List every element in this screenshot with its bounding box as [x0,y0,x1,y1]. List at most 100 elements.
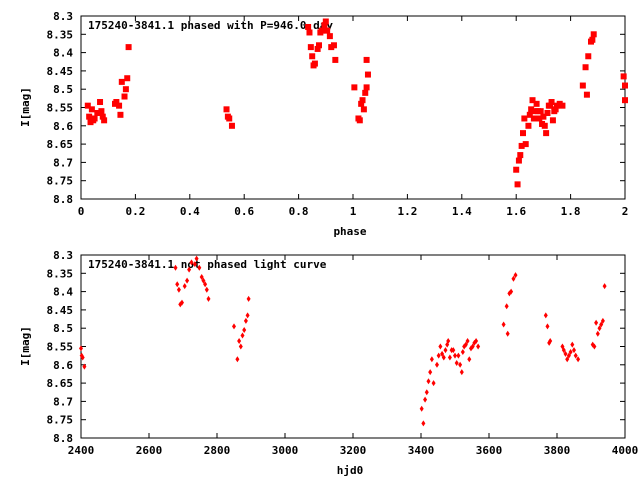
phased-data-point [522,141,529,148]
raw-y-tick-label: 8.4 [53,286,73,299]
raw-data-point [599,321,604,328]
phased-y-tick-label: 8.8 [53,193,73,206]
raw-data-point [179,299,184,306]
phased-panel-title: 175240-3841.1 phased with P=946.0 day [88,19,333,32]
phased-data-point [544,109,551,116]
raw-data-point [576,356,581,363]
raw-data-point [458,361,463,368]
raw-data-point [572,347,576,354]
raw-data-point [199,273,204,280]
raw-y-tick-label: 8.55 [47,341,74,354]
raw-y-tick-label: 8.7 [53,395,73,408]
phased-data-point [525,122,532,129]
raw-data-point [197,264,202,271]
phased-data-point [359,97,366,104]
phased-y-tick-label: 8.45 [47,65,74,78]
phased-data-point [533,100,540,107]
raw-data-point [204,286,209,293]
raw-data-point [419,405,424,412]
raw-data-point [80,354,85,361]
raw-y-tick-label: 8.8 [53,432,73,445]
phased-data-point [362,89,369,96]
phased-data-point [582,64,589,71]
phased-data-point [549,117,556,124]
raw-data-point [440,350,445,357]
raw-data-point [235,356,240,363]
phased-data-point [529,97,536,104]
raw-data-point [426,378,431,385]
raw-data-point [434,361,439,368]
phased-data-point [124,75,131,82]
phased-data-point [314,45,321,52]
phased-data-point [552,106,559,113]
phased-data-point [547,102,554,109]
raw-data-point [513,272,518,279]
phased-y-tick-label: 8.7 [53,156,73,169]
phased-data-point [306,29,313,36]
phased-x-tick-label: 1.2 [397,205,417,218]
phased-data-point [526,111,533,118]
raw-data-point [441,354,446,361]
raw-data-point [565,356,570,363]
raw-data-point [463,341,468,348]
raw-x-tick-label: 3600 [476,444,503,457]
raw-x-tick-label: 2400 [68,444,95,457]
raw-data-point [573,352,578,359]
raw-y-tick-label: 8.45 [47,304,74,317]
raw-points [79,255,607,427]
phased-data-point [356,117,363,124]
phased-data-point [363,84,370,91]
raw-data-point [543,312,548,319]
phased-data-point [125,44,132,51]
raw-x-tick-label: 3000 [272,444,299,457]
raw-x-tick-label: 2600 [136,444,163,457]
phased-x-tick-label: 1 [350,205,357,218]
phased-data-point [226,115,233,122]
phased-data-point [101,117,108,124]
raw-panel: 175240-3841.1 not phased light curve hjd… [19,249,638,477]
raw-data-point [428,369,433,376]
phased-data-point [540,113,547,120]
raw-data-point [592,343,597,350]
raw-data-point [192,261,197,268]
raw-x-tick-label: 3200 [340,444,367,457]
phased-data-point [517,152,524,159]
raw-data-point [447,354,452,361]
raw-data-point [176,286,181,293]
phased-data-point [99,113,106,120]
raw-data-point [459,369,464,376]
phased-data-point [324,27,331,34]
phased-x-tick-label: 0 [78,205,85,218]
raw-x-tick-label: 2800 [204,444,231,457]
phased-data-point [326,33,333,40]
raw-y-tick-label: 8.75 [47,414,74,427]
raw-y-axis-label: I[mag] [19,326,32,366]
phased-data-point [318,27,325,34]
raw-data-point [438,343,443,350]
phased-data-point [536,115,543,122]
raw-data-point [431,380,436,387]
phased-data-point [513,166,520,173]
phased-data-point [364,71,371,78]
phased-data-point [622,97,628,104]
phased-data-point [541,122,548,129]
raw-panel-title: 175240-3841.1 not phased light curve [88,258,327,271]
phased-data-point [91,115,98,122]
phased-x-tick-label: 1.8 [561,205,581,218]
phased-data-point [360,106,367,113]
raw-data-point [563,350,568,357]
phased-data-point [113,99,120,106]
raw-data-point [194,255,199,262]
phased-data-point [583,91,590,98]
phased-y-tick-label: 8.65 [47,138,74,151]
raw-data-point [511,275,516,282]
raw-data-point [597,325,602,332]
phased-x-axis-label: phase [333,225,366,238]
phased-data-point [322,18,329,25]
raw-data-point [474,338,479,345]
phased-data-point [97,99,104,106]
raw-data-point [570,341,575,348]
phased-y-tick-label: 8.4 [53,47,73,60]
